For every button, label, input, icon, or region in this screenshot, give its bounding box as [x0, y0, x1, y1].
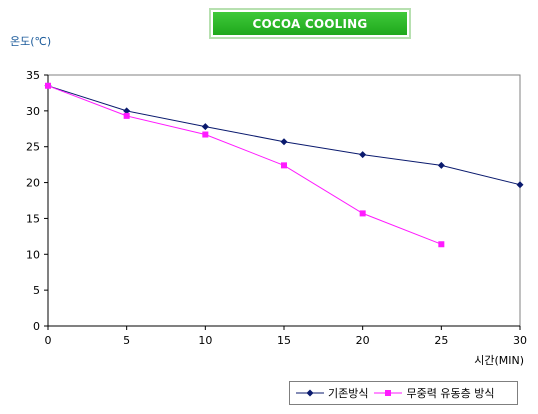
- data-point-series-0: [280, 138, 288, 146]
- y-tick-label: 20: [26, 177, 40, 190]
- data-point-series-1: [359, 210, 366, 217]
- data-point-series-0: [201, 123, 209, 131]
- x-tick-label: 25: [434, 334, 448, 347]
- series-line-0: [47, 85, 521, 186]
- legend-swatch-series-0: [296, 389, 324, 397]
- x-axis-label: 시간(MIN): [474, 354, 524, 367]
- legend-swatch-series-1: [374, 390, 403, 396]
- series-line-1: [47, 85, 442, 245]
- x-tick-label: 5: [123, 334, 130, 347]
- axes: 0 5 10 15 20 25 30 35 0 5 10 15 20 25 30 시간(MIN): [26, 69, 527, 367]
- legend-label-series-0: 기존방식: [328, 387, 369, 400]
- y-tick-label: 10: [26, 248, 40, 261]
- chart-title-box: COCOA COOLING: [209, 8, 411, 39]
- data-point-series-1: [45, 82, 51, 89]
- series-layer: [44, 82, 524, 248]
- data-point-series-0: [123, 107, 131, 115]
- x-tick-label: 30: [513, 334, 527, 347]
- legend-item-series-1: 무중력 유동층 방식: [374, 385, 494, 401]
- data-point-series-0: [359, 151, 367, 159]
- y-tick-label: 15: [26, 212, 40, 225]
- y-tick-label: 5: [33, 284, 40, 297]
- y-tick-label: 0: [33, 320, 40, 333]
- chart-title: COCOA COOLING: [213, 12, 407, 35]
- y-tick-label: 35: [26, 69, 40, 82]
- data-point-series-0: [437, 161, 445, 169]
- legend-label-series-1: 무중력 유동층 방식: [406, 387, 495, 400]
- data-point-series-0: [516, 181, 524, 189]
- x-tick-label: 20: [356, 334, 370, 347]
- x-tick-label: 15: [277, 334, 291, 347]
- legend: 기존방식 무중력 유동층 방식: [289, 381, 518, 405]
- y-tick-label: 25: [26, 141, 40, 154]
- y-axis-label: 온도(℃): [10, 35, 52, 48]
- data-point-series-1: [281, 162, 287, 169]
- x-tick-label: 0: [45, 334, 52, 347]
- data-point-series-1: [123, 112, 130, 119]
- legend-item-series-0: 기존방식: [296, 385, 368, 401]
- x-tick-label: 10: [198, 334, 212, 347]
- data-point-series-1: [202, 131, 209, 138]
- y-tick-label: 30: [26, 105, 40, 118]
- data-point-series-1: [438, 241, 445, 248]
